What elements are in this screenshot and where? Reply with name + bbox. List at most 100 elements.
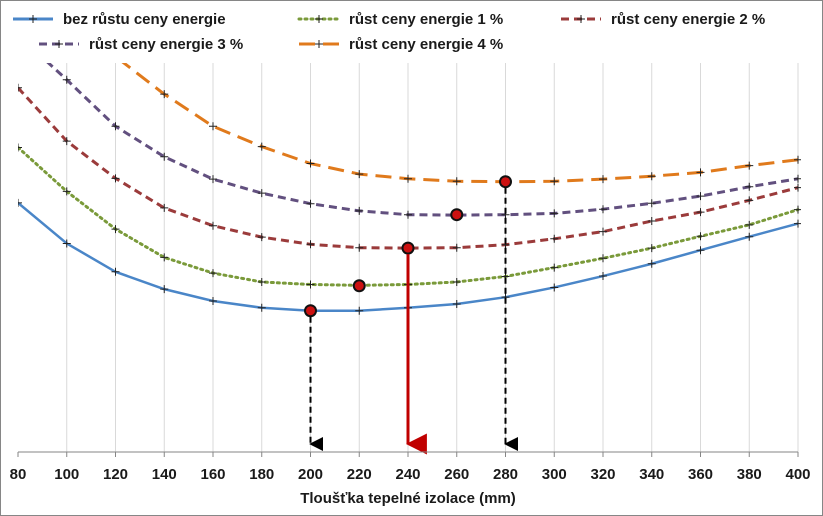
data-point (696, 232, 705, 241)
data-point (452, 299, 461, 308)
data-point (209, 296, 217, 305)
data-point (257, 142, 266, 151)
optimum-marker-4 (499, 175, 512, 189)
data-point (209, 122, 217, 131)
data-point (550, 283, 559, 292)
data-point (62, 187, 71, 196)
data-point (111, 122, 120, 131)
optimum-marker-3 (450, 208, 464, 222)
data-point (355, 243, 364, 252)
data-point (160, 253, 169, 262)
data-point (111, 225, 120, 234)
x-tick-label: 200 (298, 466, 323, 483)
x-tick-label: 100 (54, 466, 79, 483)
data-point (550, 177, 559, 186)
data-point (452, 177, 461, 186)
data-point (160, 152, 169, 161)
data-point (111, 174, 120, 183)
data-point (452, 277, 461, 286)
data-point (647, 217, 656, 226)
data-point (794, 183, 801, 192)
optimum-arrows (309, 187, 519, 455)
legend-label-2: růst ceny energie 2 % (611, 11, 765, 28)
x-tick-label: 340 (639, 466, 664, 483)
x-tick-label: 120 (103, 466, 128, 483)
legend-label-3: růst ceny energie 3 % (89, 36, 243, 53)
data-point (794, 155, 801, 164)
legend-label-4: růst ceny energie 4 % (349, 36, 503, 53)
data-point (599, 175, 607, 184)
optimum-marker-1 (352, 279, 366, 293)
data-point (111, 267, 120, 276)
data-point (599, 205, 607, 214)
data-point (257, 277, 266, 286)
data-point (794, 174, 801, 183)
x-tick-label: 320 (590, 466, 615, 483)
data-point (647, 244, 656, 253)
x-axis: 80 100 120 140 160 180 200 220 240 260 280 300 320 34… (10, 451, 811, 483)
data-point (599, 254, 607, 263)
data-point (62, 75, 71, 84)
data-point (306, 159, 315, 168)
data-point (18, 198, 22, 207)
data-point (452, 243, 461, 252)
x-axis-title: Tloušťka tepelné izolace (mm) (300, 490, 516, 507)
data-point (18, 83, 22, 92)
data-point (794, 219, 801, 228)
data-point (794, 205, 801, 214)
data-point (404, 174, 412, 183)
x-tick-label: 300 (542, 466, 567, 483)
data-point (550, 209, 559, 218)
legend-marker-1 (315, 15, 323, 23)
grid-lines (66, 63, 799, 452)
data-point (355, 170, 364, 179)
x-tick-label: 140 (152, 466, 177, 483)
x-tick-label: 280 (493, 466, 518, 483)
x-tick-label: 360 (688, 466, 713, 483)
x-tick-label: 180 (249, 466, 274, 483)
data-point (209, 221, 217, 230)
data-point (550, 234, 559, 243)
data-point (160, 203, 169, 212)
legend: bez růstu ceny energie růst ceny energie … (13, 11, 765, 53)
data-point (306, 199, 315, 208)
data-point (647, 259, 656, 268)
x-tick-label: 260 (444, 466, 469, 483)
series-line-2 (18, 86, 799, 250)
data-point (62, 137, 71, 146)
data-point (745, 196, 754, 205)
data-point (745, 232, 754, 241)
data-point (696, 246, 705, 255)
data-point (696, 168, 705, 177)
data-point (257, 303, 266, 312)
data-point (745, 182, 754, 191)
data-point (306, 240, 315, 249)
optimum-markers (304, 175, 512, 318)
data-point (404, 210, 412, 219)
data-point (647, 199, 656, 208)
data-point (550, 263, 559, 272)
data-point (696, 192, 705, 201)
x-tick-label: 240 (395, 466, 420, 483)
legend-marker-0 (29, 15, 37, 23)
data-point (306, 280, 315, 289)
legend-marker-3 (55, 40, 63, 48)
x-tick-label: 220 (347, 466, 372, 483)
legend-label-0: bez růstu ceny energie (63, 11, 226, 28)
data-point (257, 189, 266, 198)
data-point (160, 285, 169, 294)
legend-label-1: růst ceny energie 1 % (349, 11, 503, 28)
data-point (209, 269, 217, 278)
data-point (599, 227, 607, 236)
data-point (160, 90, 169, 99)
data-point (745, 220, 754, 229)
legend-marker-4 (315, 40, 323, 48)
data-point (62, 239, 71, 248)
data-point (355, 306, 364, 315)
data-point (647, 172, 656, 181)
optimum-marker-2 (401, 241, 415, 255)
data-point (355, 206, 364, 215)
data-point (696, 208, 705, 217)
